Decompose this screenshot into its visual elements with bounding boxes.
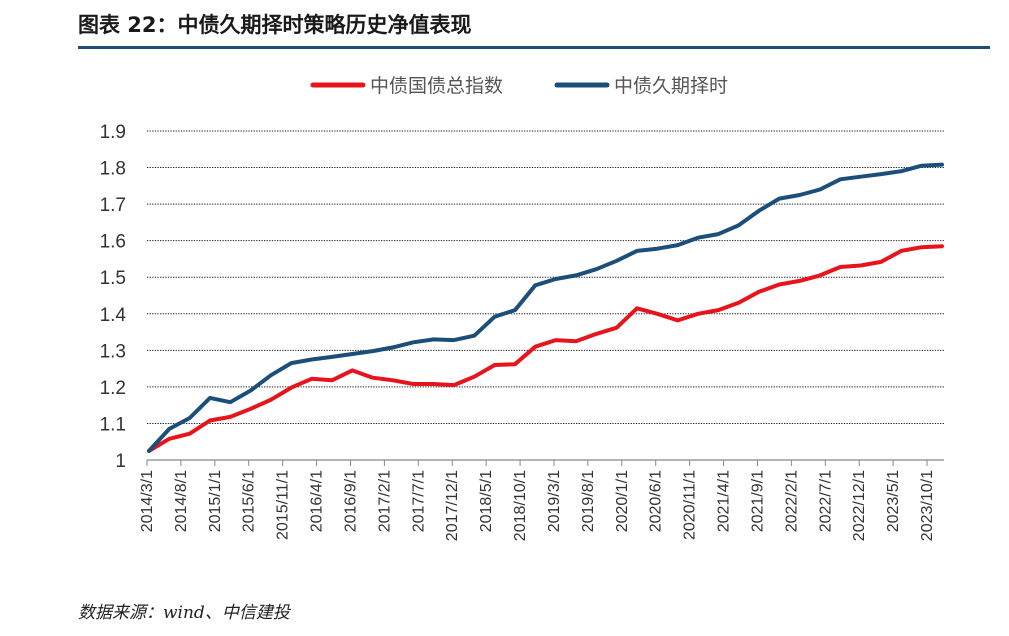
chart-legend: 中债国债总指数 中债久期择时 — [310, 75, 728, 97]
x-tick-label: 2020/6/1 — [648, 470, 665, 532]
x-tick-label: 2020/11/1 — [682, 470, 699, 540]
gridlines — [147, 130, 944, 424]
data-source-note: 数据来源：wind、中信建投 — [78, 603, 290, 623]
y-tick-label: 1 — [115, 451, 126, 472]
x-tick-label: 2015/6/1 — [241, 470, 258, 532]
x-tick-label: 2021/9/1 — [749, 470, 766, 532]
series-lines — [147, 162, 944, 453]
y-tick-label: 1.5 — [100, 268, 126, 289]
x-tick-label: 2019/8/1 — [580, 470, 597, 532]
series-line-guozhai — [147, 244, 944, 453]
legend-label: 中债国债总指数 — [370, 75, 503, 97]
y-tick-label: 1.4 — [100, 305, 127, 326]
y-tick-label: 1.3 — [100, 341, 126, 362]
x-tick-label: 2017/12/1 — [444, 470, 461, 541]
x-tick-label: 2018/5/1 — [478, 470, 495, 532]
x-tick-label: 2016/9/1 — [342, 470, 359, 532]
y-tick-label: 1.2 — [100, 378, 126, 399]
x-tick-label: 2023/5/1 — [885, 470, 902, 532]
y-tick-label: 1.7 — [100, 195, 126, 216]
x-tick-label: 2019/3/1 — [546, 470, 563, 532]
x-tick-label: 2014/3/1 — [139, 470, 156, 532]
x-tick-label: 2017/2/1 — [376, 470, 393, 532]
x-tick-label: 2015/11/1 — [275, 470, 292, 540]
x-tick-label: 2016/4/1 — [309, 470, 326, 532]
x-axis: 2014/3/1 2014/8/1 2015/1/1 2015/6/1 2015/11/… — [139, 459, 944, 541]
x-tick-label: 2015/1/1 — [207, 470, 224, 532]
y-axis-ticks: 1 1.1 1.2 1.3 1.4 1.5 1.6 1.7 1.8 1.9 — [100, 122, 127, 472]
x-tick-label: 2018/10/1 — [512, 470, 529, 541]
x-tick-label: 2023/10/1 — [919, 470, 936, 541]
line-chart: 中债国债总指数 中债久期择时 11.11.21.31.41.51.61.71.81… — [100, 75, 944, 541]
x-tick-label: 2020/1/1 — [614, 470, 631, 532]
y-tick-label: 1.6 — [100, 232, 126, 253]
title-divider — [78, 46, 990, 49]
series-line-duration-timing — [147, 162, 944, 453]
x-tick-label: 2014/8/1 — [173, 470, 190, 532]
legend-label: 中债久期择时 — [614, 75, 728, 97]
figure-title: 图表 22：中债久期择时策略历史净值表现 — [78, 13, 472, 37]
x-tick-label: 2017/7/1 — [410, 470, 427, 532]
x-tick-label: 2022/2/1 — [783, 470, 800, 532]
y-tick-label: 1.9 — [100, 122, 126, 143]
x-tick-label: 2022/12/1 — [851, 470, 868, 541]
y-tick-label: 1.8 — [100, 159, 126, 180]
x-tick-label: 2021/4/1 — [716, 470, 733, 532]
x-tick-label: 2022/7/1 — [817, 470, 834, 532]
y-tick-label: 1.1 — [100, 414, 126, 435]
